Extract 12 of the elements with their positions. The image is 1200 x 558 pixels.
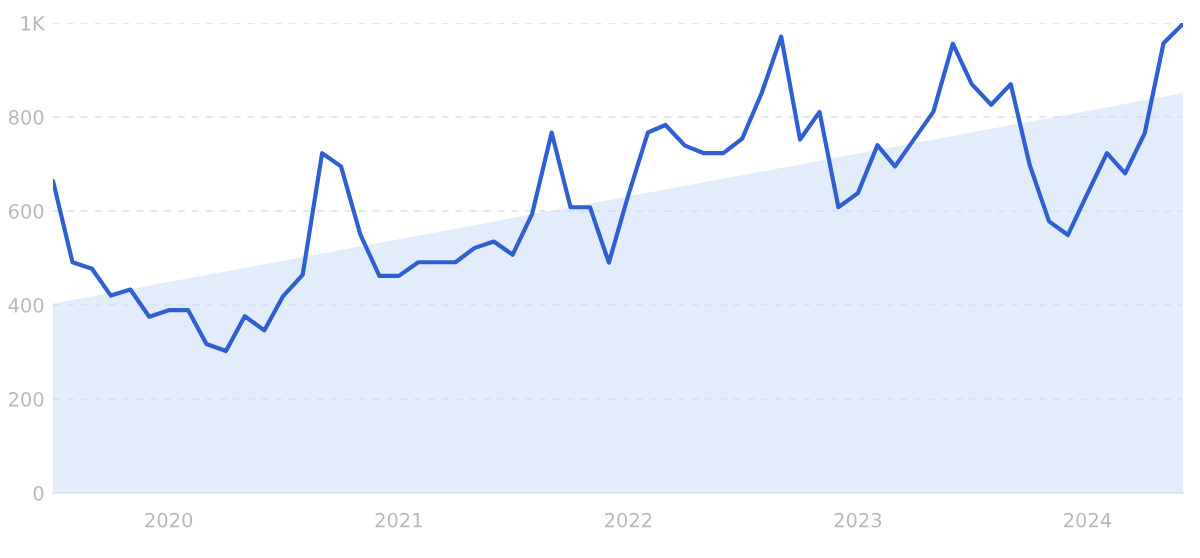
y-tick-label: 800 — [8, 109, 44, 125]
y-tick-label: 400 — [8, 297, 44, 313]
y-tick-label: 0 — [33, 485, 44, 501]
x-tick-label: 2020 — [145, 512, 193, 528]
x-tick-label: 2021 — [375, 512, 422, 528]
x-tick-label: 2023 — [834, 512, 882, 528]
line-series — [53, 23, 1183, 354]
y-tick-label: 600 — [8, 203, 44, 219]
y-tick-label: 1K — [21, 16, 46, 31]
y-tick-label: 200 — [8, 391, 44, 407]
x-tick-label: 2024 — [1064, 512, 1112, 528]
x-tick-label: 2022 — [605, 512, 652, 528]
